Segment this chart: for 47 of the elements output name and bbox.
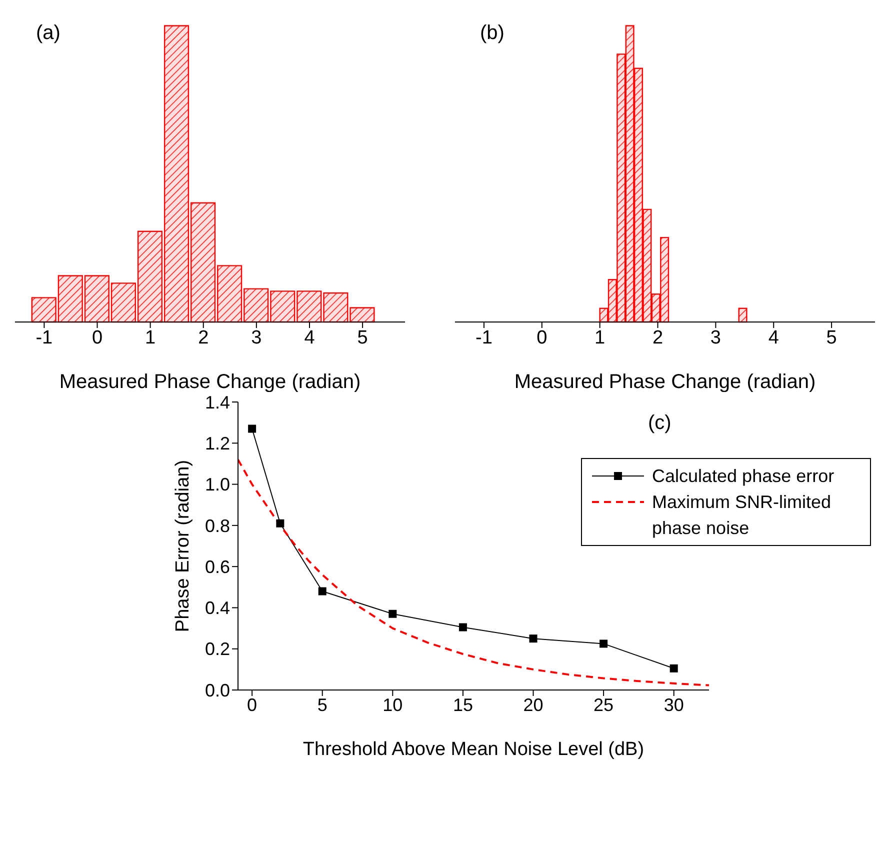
x-tick-label: 0	[536, 327, 548, 348]
x-tick-label: 15	[452, 694, 473, 715]
y-tick-label: 0.2	[204, 639, 230, 660]
y-tick-label: 1.2	[204, 434, 230, 454]
x-tick-label: 3	[710, 327, 721, 348]
legend-label: Calculated phase error	[652, 465, 834, 488]
x-axis-title: Measured Phase Change (radian)	[59, 371, 361, 393]
annotation: (a)	[36, 22, 60, 45]
x-tick-label: 2	[652, 327, 664, 348]
x-tick-label: -1	[36, 327, 53, 348]
x-axis-title: Measured Phase Change (radian)	[514, 371, 816, 393]
y-tick-label: 1.4	[204, 392, 230, 412]
x-tick-label: 1	[145, 327, 156, 348]
x-tick-label: 1	[594, 327, 606, 348]
legend-label: Maximum SNR-limited phase noise	[652, 491, 832, 540]
annotation: (c)	[648, 412, 672, 435]
x-tick-label: 3	[251, 327, 262, 348]
x-tick-label: 4	[304, 327, 316, 348]
y-tick-label: 1.0	[204, 474, 230, 495]
point	[248, 424, 256, 433]
annotation: (b)	[480, 22, 504, 45]
x-tick-label: 25	[594, 694, 614, 715]
point	[670, 664, 678, 672]
x-tick-label: 5	[357, 327, 368, 348]
point	[276, 519, 284, 528]
x-tick-label: 10	[382, 694, 403, 715]
point	[529, 634, 538, 643]
point	[458, 623, 467, 632]
x-tick-label: 0	[92, 327, 103, 348]
x-tick-label: 5	[826, 327, 837, 348]
x-tick-label: 4	[768, 327, 780, 348]
y-tick-label: 0.4	[204, 598, 230, 618]
x-tick-label: 20	[523, 694, 544, 715]
point	[388, 610, 397, 618]
x-tick-label: 5	[317, 694, 328, 715]
x-axis-title: Threshold Above Mean Noise Level (dB)	[302, 739, 644, 760]
point	[318, 587, 326, 596]
y-tick-label: 0.0	[204, 680, 230, 700]
y-axis-title: Phase Error (radian)	[172, 460, 194, 632]
x-tick-label: 2	[198, 327, 209, 348]
point	[600, 640, 608, 648]
x-tick-label: 0	[247, 694, 258, 715]
y-tick-label: 0.6	[204, 556, 230, 577]
x-tick-label: -1	[476, 327, 492, 348]
y-tick-label: 0.8	[204, 516, 230, 536]
x-tick-label: 30	[664, 694, 684, 715]
bar	[738, 308, 748, 323]
